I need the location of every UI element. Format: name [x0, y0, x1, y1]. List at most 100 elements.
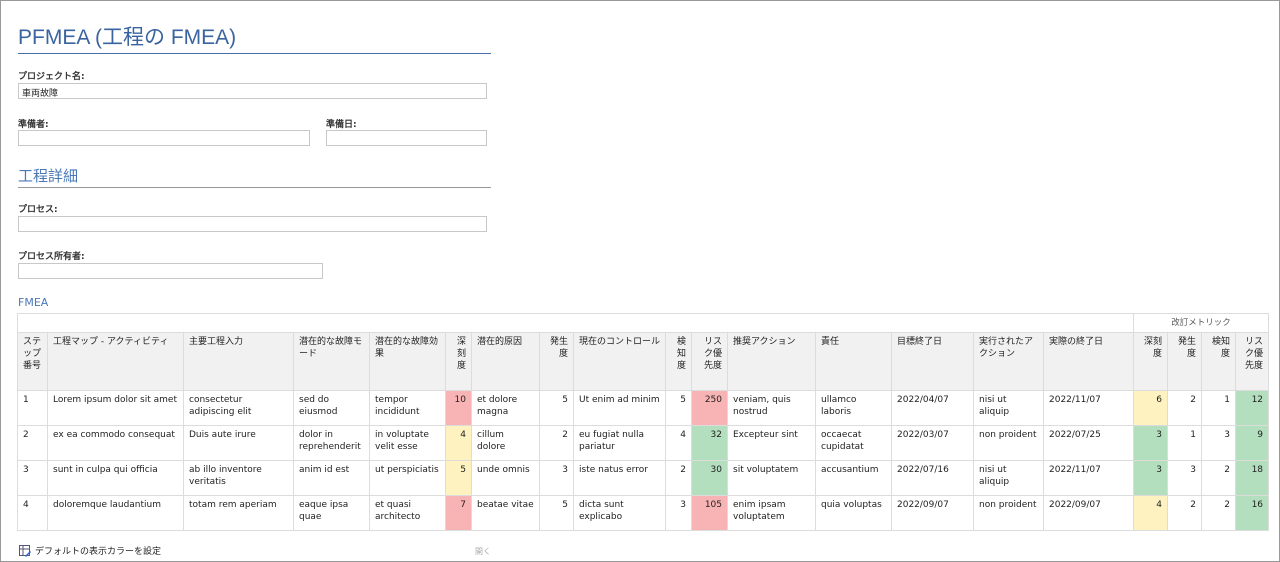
table-cell[interactable]: tempor incididunt — [369, 390, 446, 426]
column-header[interactable]: 実行されたアクション — [973, 332, 1044, 391]
table-cell[interactable]: nisi ut aliquip — [973, 460, 1044, 496]
table-row[interactable]: 2 ex ea commodo consequat Duis aute irure d… — [17, 425, 1270, 461]
table-cell[interactable]: 5 — [539, 495, 574, 531]
table-cell[interactable]: enim ipsam voluptatem — [727, 495, 816, 531]
table-cell[interactable]: 3 — [1133, 460, 1168, 496]
table-cell[interactable]: 2022/03/07 — [891, 425, 974, 461]
table-cell[interactable]: unde omnis — [471, 460, 540, 496]
column-header[interactable]: 目標終了日 — [891, 332, 974, 391]
table-cell[interactable]: et quasi architecto — [369, 495, 446, 531]
table-cell[interactable]: anim id est — [293, 460, 370, 496]
table-cell[interactable]: dicta sunt explicabo — [573, 495, 666, 531]
table-cell[interactable]: eaque ipsa quae — [293, 495, 370, 531]
table-cell[interactable]: 2022/11/07 — [1043, 460, 1134, 496]
column-header[interactable]: 主要工程入力 — [183, 332, 294, 391]
table-cell[interactable]: veniam, quis nostrud — [727, 390, 816, 426]
column-header[interactable]: 深刻度 — [445, 332, 472, 391]
table-cell[interactable]: Lorem ipsum dolor sit amet — [47, 390, 184, 426]
column-header[interactable]: 検知度 — [1201, 332, 1236, 391]
column-header[interactable]: 深刻度 — [1133, 332, 1168, 391]
table-cell[interactable]: 1 — [1167, 425, 1202, 461]
table-cell[interactable]: 4 — [1133, 495, 1168, 531]
table-cell[interactable]: accusantium — [815, 460, 892, 496]
table-cell[interactable]: 5 — [665, 390, 692, 426]
table-cell[interactable]: ex ea commodo consequat — [47, 425, 184, 461]
table-row[interactable]: 4 doloremque laudantium totam rem aperiam e… — [17, 495, 1270, 531]
column-header[interactable]: リスク優先度 — [1234, 332, 1270, 391]
table-cell[interactable]: 3 — [1167, 460, 1202, 496]
column-header[interactable]: 現在のコントロール — [573, 332, 666, 391]
table-cell[interactable]: 4 — [665, 425, 692, 461]
column-header[interactable]: 責任 — [815, 332, 892, 391]
table-cell[interactable]: non proident — [973, 425, 1044, 461]
table-cell[interactable]: 2 — [1201, 495, 1236, 531]
column-header[interactable]: 工程マップ - アクティビティ — [47, 332, 184, 391]
table-cell[interactable]: 5 — [539, 390, 574, 426]
table-cell[interactable]: 7 — [445, 495, 472, 531]
table-cell[interactable]: 30 — [691, 460, 728, 496]
table-cell[interactable]: 1 — [1201, 390, 1236, 426]
table-cell[interactable]: ab illo inventore veritatis — [183, 460, 294, 496]
table-cell[interactable]: 2 — [1167, 390, 1202, 426]
table-cell[interactable]: 16 — [1234, 495, 1270, 531]
table-cell[interactable]: sed do eiusmod — [293, 390, 370, 426]
table-cell[interactable]: 2022/07/16 — [891, 460, 974, 496]
table-cell[interactable]: 3 — [17, 460, 48, 496]
table-cell[interactable]: Excepteur sint — [727, 425, 816, 461]
table-cell[interactable]: doloremque laudantium — [47, 495, 184, 531]
open-link[interactable]: 開く — [475, 547, 491, 556]
table-cell[interactable]: sit voluptatem — [727, 460, 816, 496]
table-cell[interactable]: 9 — [1234, 425, 1270, 461]
process-input[interactable] — [18, 216, 487, 232]
table-cell[interactable]: cillum dolore — [471, 425, 540, 461]
column-header[interactable]: ステップ番号 — [17, 332, 48, 391]
table-cell[interactable]: nisi ut aliquip — [973, 390, 1044, 426]
column-header[interactable]: リスク優先度 — [691, 332, 728, 391]
preparer-input[interactable] — [18, 130, 310, 146]
table-cell[interactable]: 10 — [445, 390, 472, 426]
table-cell[interactable]: 1 — [17, 390, 48, 426]
table-cell[interactable]: non proident — [973, 495, 1044, 531]
table-cell[interactable]: occaecat cupidatat — [815, 425, 892, 461]
table-cell[interactable]: 12 — [1234, 390, 1270, 426]
table-cell[interactable]: 3 — [1133, 425, 1168, 461]
project-name-input[interactable]: 車両故障 — [18, 83, 487, 99]
table-cell[interactable]: ut perspiciatis — [369, 460, 446, 496]
table-cell[interactable]: 2 — [17, 425, 48, 461]
process-owner-input[interactable] — [18, 263, 323, 279]
table-cell[interactable]: eu fugiat nulla pariatur — [573, 425, 666, 461]
column-header[interactable]: 潜在的な故障効果 — [369, 332, 446, 391]
table-cell[interactable]: 2 — [539, 425, 574, 461]
table-cell[interactable]: 3 — [1201, 425, 1236, 461]
table-cell[interactable]: 2 — [1201, 460, 1236, 496]
table-cell[interactable]: iste natus error — [573, 460, 666, 496]
table-cell[interactable]: et dolore magna — [471, 390, 540, 426]
table-cell[interactable]: 2022/04/07 — [891, 390, 974, 426]
table-cell[interactable]: 2 — [1167, 495, 1202, 531]
prepared-date-input[interactable] — [326, 130, 487, 146]
table-row[interactable]: 3 sunt in culpa qui officia ab illo invent… — [17, 460, 1270, 496]
table-cell[interactable]: dolor in reprehenderit — [293, 425, 370, 461]
table-cell[interactable]: beatae vitae — [471, 495, 540, 531]
table-cell[interactable]: 250 — [691, 390, 728, 426]
table-cell[interactable]: 3 — [539, 460, 574, 496]
column-header[interactable]: 潜在的原因 — [471, 332, 540, 391]
table-cell[interactable]: quia voluptas — [815, 495, 892, 531]
table-cell[interactable]: 2 — [665, 460, 692, 496]
table-cell[interactable]: 2022/11/07 — [1043, 390, 1134, 426]
column-header[interactable]: 実際の終了日 — [1043, 332, 1134, 391]
table-cell[interactable]: 2022/09/07 — [891, 495, 974, 531]
column-header[interactable]: 潜在的な故障モード — [293, 332, 370, 391]
table-cell[interactable]: sunt in culpa qui officia — [47, 460, 184, 496]
column-header[interactable]: 検知度 — [665, 332, 692, 391]
table-cell[interactable]: 4 — [17, 495, 48, 531]
set-default-colors-button[interactable]: デフォルトの表示カラーを設定 — [19, 544, 161, 557]
table-cell[interactable]: 6 — [1133, 390, 1168, 426]
table-cell[interactable]: 3 — [665, 495, 692, 531]
table-cell[interactable]: 18 — [1234, 460, 1270, 496]
table-cell[interactable]: Ut enim ad minim — [573, 390, 666, 426]
column-header[interactable]: 発生度 — [1167, 332, 1202, 391]
table-cell[interactable]: 5 — [445, 460, 472, 496]
table-cell[interactable]: Duis aute irure — [183, 425, 294, 461]
table-row[interactable]: 1 Lorem ipsum dolor sit amet consectetur a… — [17, 390, 1270, 426]
